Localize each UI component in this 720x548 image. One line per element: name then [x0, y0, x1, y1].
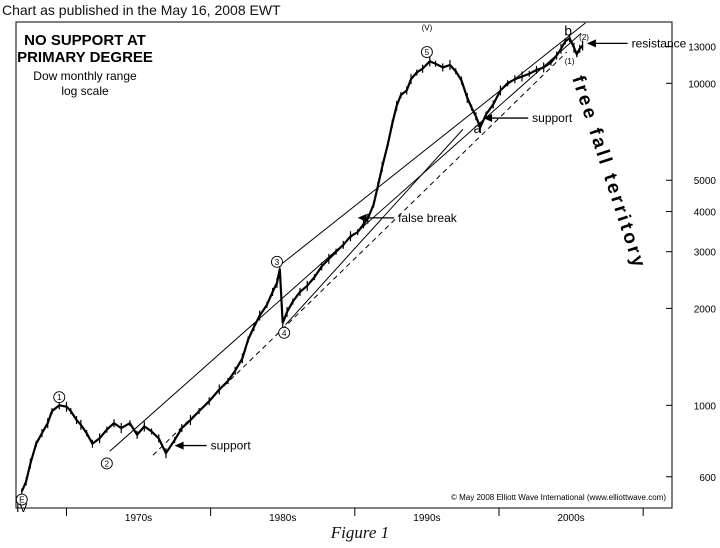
- chart-subtitle-line: log scale: [61, 84, 109, 98]
- wave-circle: [420, 46, 433, 59]
- wave-label: (V): [422, 24, 433, 33]
- annotation-arrowhead: [483, 114, 493, 123]
- free-fall-text: free fall territory: [567, 73, 650, 272]
- wave-circle: [15, 493, 28, 506]
- y-tick-label: 2000: [694, 304, 717, 315]
- wave-label: (2): [579, 33, 589, 42]
- y-tick-label: 1000: [694, 401, 717, 412]
- wave-label: IV: [16, 501, 27, 515]
- wave-circle: [271, 255, 283, 268]
- x-tick-label: 1990s: [413, 513, 440, 524]
- chart-title-line: NO SUPPORT AT: [24, 32, 146, 49]
- dow-series: [20, 34, 584, 495]
- wave-label: 5: [425, 48, 430, 57]
- wave-label: 3: [275, 258, 280, 267]
- wave-label: b: [564, 22, 572, 38]
- axes: 600 1000 2000 3000 4000 5000 10000 13000 1970s 19…: [65, 43, 717, 524]
- x-tick-label: 1980s: [269, 513, 296, 524]
- y-tick-label: 3000: [694, 248, 717, 259]
- wave-circle: [100, 457, 113, 470]
- wave-label: (1): [565, 57, 575, 66]
- annotation-arrowhead: [174, 441, 184, 450]
- wave-circle: [53, 391, 66, 404]
- y-tick-label: 5000: [694, 176, 717, 187]
- annotation-label: support: [211, 439, 252, 453]
- chart-title-line: PRIMARY DEGREE: [17, 49, 153, 66]
- figure-label: Figure 1: [330, 523, 390, 542]
- credit-text: © May 2008 Elliott Wave International (w…: [451, 493, 666, 502]
- annotation-label: false break: [398, 211, 458, 225]
- y-tick-label: 13000: [688, 43, 716, 54]
- annotations: support false break support resistance free …: [174, 36, 687, 453]
- annotation-label: support: [532, 111, 573, 125]
- annotation-label: resistance: [632, 36, 687, 50]
- wave-label: a: [473, 120, 481, 136]
- wave-label: E: [19, 496, 24, 505]
- wave-label: 1: [57, 393, 62, 402]
- channel-line-1: [279, 22, 586, 266]
- wave-labels: EIV 1 2 3 4 5 (V) a b (1) (2): [15, 22, 589, 515]
- channel-line-3: [285, 128, 464, 326]
- x-tick-label: 2000s: [557, 513, 584, 524]
- chart-subtitle-line: Dow monthly range: [33, 69, 137, 83]
- wave-circle: [278, 326, 291, 339]
- wave-label: 2: [105, 459, 110, 468]
- y-tick-label: 4000: [694, 207, 717, 218]
- chart-caption: Chart as published in the May 16, 2008 E…: [2, 2, 281, 18]
- x-tick-label: 1970s: [125, 513, 152, 524]
- y-tick-label: 600: [699, 473, 716, 484]
- annotation-arrowhead: [357, 213, 367, 222]
- annotation-arrowhead: [586, 39, 596, 48]
- plot-border: [15, 21, 673, 509]
- y-tick-label: 10000: [688, 79, 716, 90]
- dashed-support-line: [152, 51, 568, 456]
- wave-label: 4: [282, 329, 287, 338]
- plot-frame: [15, 21, 673, 509]
